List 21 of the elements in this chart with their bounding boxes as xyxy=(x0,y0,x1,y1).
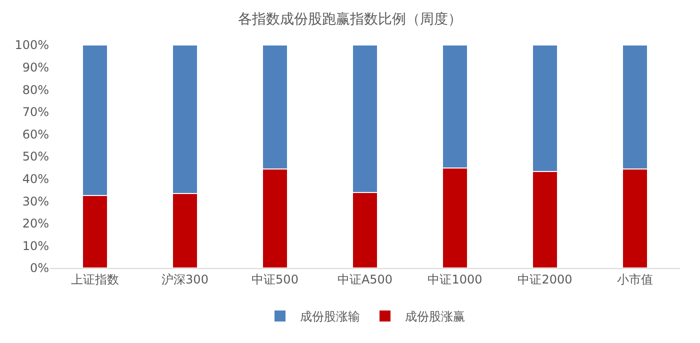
y-tick-label: 0% xyxy=(30,261,49,276)
y-tick-label: 20% xyxy=(22,216,49,231)
x-tick-label: 沪深300 xyxy=(162,272,208,286)
x-tick-label: 中证A500 xyxy=(337,272,393,286)
x-tick-label: 中证1000 xyxy=(428,272,482,286)
x-tick-label: 上证指数 xyxy=(71,272,119,286)
y-tick-label: 40% xyxy=(22,172,49,186)
y-tick-label: 70% xyxy=(22,105,49,120)
legend-label: 成份股涨输 xyxy=(300,310,360,324)
x-tick-label: 中证500 xyxy=(252,272,298,286)
y-tick-label: 50% xyxy=(22,150,49,164)
y-tick-label: 30% xyxy=(22,194,49,208)
chart-title: 各指数成份股跑赢指数比例（周度） xyxy=(238,12,462,28)
legend-label: 成份股涨赢 xyxy=(405,310,465,324)
y-tick-label: 10% xyxy=(22,238,49,253)
y-tick-label: 80% xyxy=(22,82,49,97)
y-tick-label: 60% xyxy=(22,127,49,142)
x-tick-label: 小市值 xyxy=(617,272,653,286)
x-tick-label: 中证2000 xyxy=(518,272,572,286)
y-tick-label: 100% xyxy=(14,38,49,52)
y-tick-label: 90% xyxy=(22,60,49,74)
